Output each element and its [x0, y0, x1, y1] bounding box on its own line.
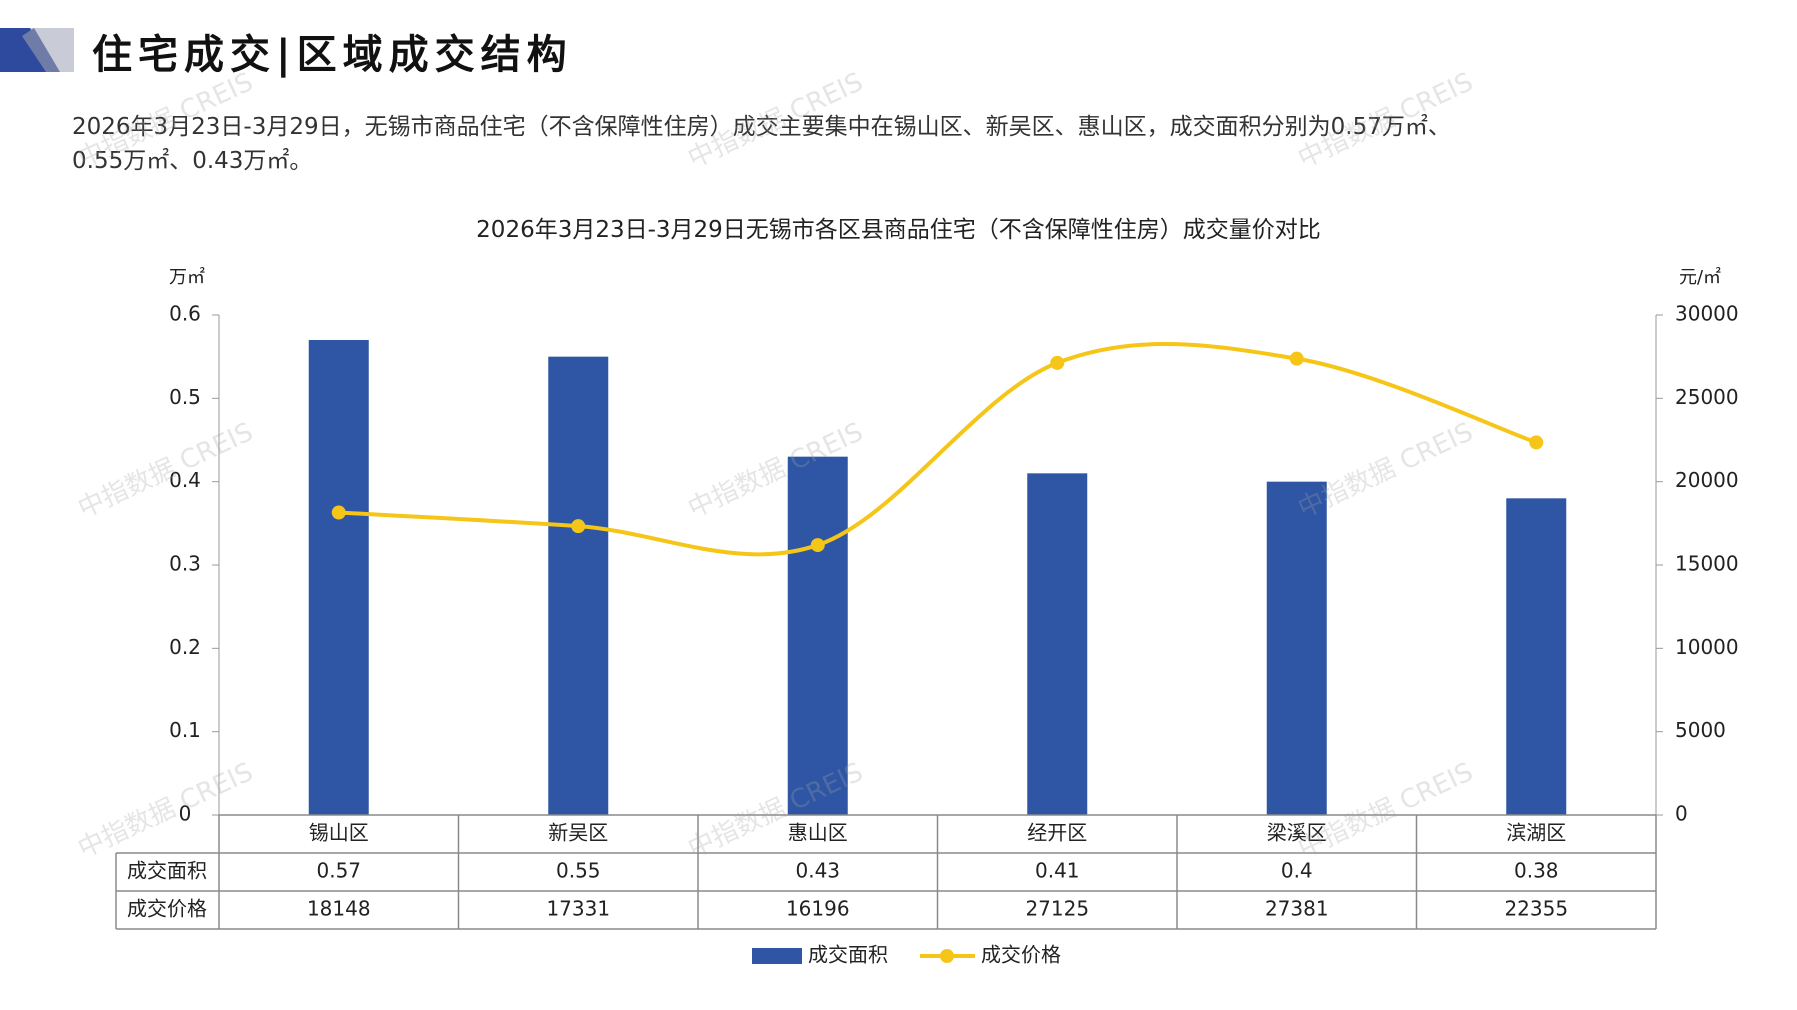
chart-title: 2026年3月23日-3月29日无锡市各区县商品住宅（不含保障性住房）成交量价对… [476, 217, 1321, 243]
bar-area [548, 356, 609, 815]
category-label: 锡山区 [309, 821, 369, 845]
table-cell-price: 17331 [546, 897, 610, 921]
summary-text: 2026年3月23日-3月29日，无锡市商品住宅（不含保障性住房）成交主要集中在… [72, 110, 1732, 178]
bar-area [1027, 473, 1088, 815]
summary-line-1: 2026年3月23日-3月29日，无锡市商品住宅（不含保障性住房）成交主要集中在… [72, 114, 1451, 140]
y-right-tick-label: 25000 [1675, 385, 1739, 409]
table-row-header: 成交价格 [127, 897, 207, 921]
price-point [1289, 351, 1304, 366]
table-cell-area: 0.4 [1281, 859, 1313, 883]
table-cell-price: 27125 [1025, 897, 1089, 921]
y-right-tick-label: 10000 [1675, 635, 1739, 659]
y-left-tick-label: 0.5 [169, 385, 201, 409]
price-point [1050, 355, 1065, 370]
table-cell-price: 18148 [307, 897, 371, 921]
table-cell-price: 16196 [786, 897, 850, 921]
price-point [810, 538, 825, 553]
legend-label-area: 成交面积 [808, 943, 888, 967]
bar-area [1506, 498, 1567, 815]
table-row-header: 成交面积 [127, 859, 207, 883]
table-cell-area: 0.57 [316, 859, 361, 883]
legend-swatch-price-marker [940, 949, 954, 963]
y-axis-left-unit: 万㎡ [169, 266, 205, 288]
table-cell-area: 0.38 [1514, 859, 1559, 883]
legend-label-price: 成交价格 [981, 943, 1061, 967]
y-left-tick-label: 0.2 [169, 635, 201, 659]
legend-swatch-area [752, 948, 802, 964]
y-right-tick-label: 15000 [1675, 552, 1739, 576]
y-right-tick-label: 5000 [1675, 718, 1726, 742]
table-cell-area: 0.41 [1035, 859, 1080, 883]
page-title: 住宅成交|区域成交结构 [92, 32, 573, 78]
y-left-tick-label: 0.1 [169, 718, 201, 742]
category-label: 滨湖区 [1506, 821, 1566, 845]
price-point [331, 505, 346, 520]
y-right-tick-label: 20000 [1675, 468, 1739, 492]
price-point [571, 519, 586, 534]
bar-area [308, 340, 369, 815]
price-point [1529, 435, 1544, 450]
table-cell-price: 27381 [1265, 897, 1329, 921]
y-right-tick-label: 30000 [1675, 302, 1739, 326]
category-label: 新吴区 [548, 821, 608, 845]
summary-line-2: 0.55万㎡、0.43万㎡。 [72, 148, 313, 174]
y-left-tick-label: 0 [179, 802, 192, 826]
bar-area [787, 456, 848, 815]
table-cell-area: 0.43 [795, 859, 840, 883]
table-cell-area: 0.55 [556, 859, 601, 883]
bar-area [1266, 481, 1327, 815]
y-left-tick-label: 0.6 [169, 302, 201, 326]
category-label: 惠山区 [788, 821, 848, 845]
category-label: 经开区 [1027, 821, 1087, 845]
header-decoration [0, 28, 74, 72]
price-line [338, 341, 1537, 557]
y-axis-right-unit: 元/㎡ [1679, 266, 1721, 288]
y-left-tick-label: 0.3 [169, 552, 201, 576]
y-left-tick-label: 0.4 [169, 468, 201, 492]
table-cell-price: 22355 [1504, 897, 1568, 921]
category-label: 梁溪区 [1267, 821, 1327, 845]
y-right-tick-label: 0 [1675, 802, 1688, 826]
